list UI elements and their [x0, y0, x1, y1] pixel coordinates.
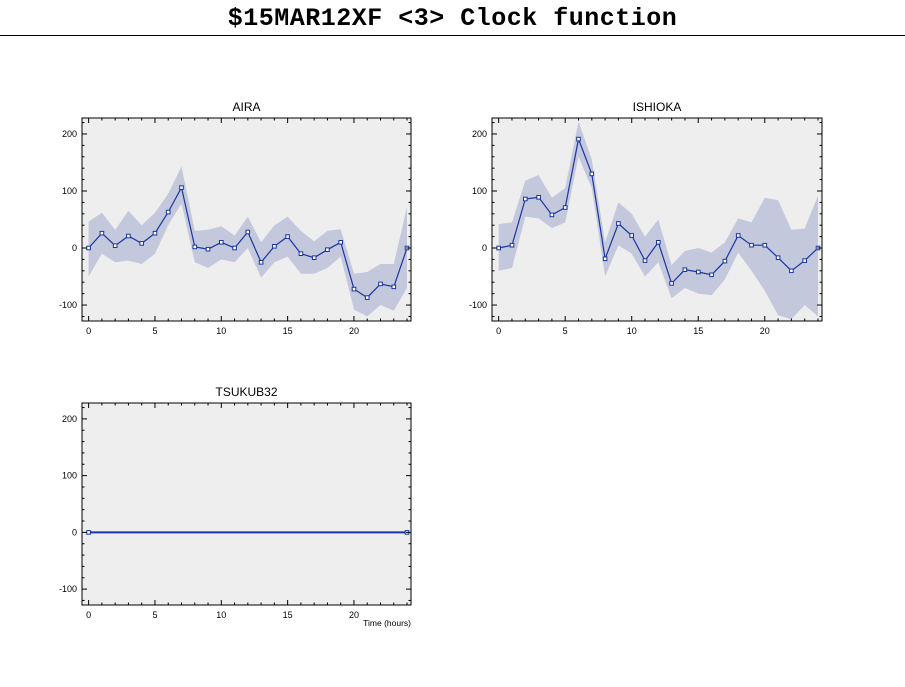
data-point: [642, 258, 648, 263]
page-title: $15MAR12XF <3> Clock function: [227, 4, 678, 33]
x-tick-label: 5: [152, 326, 157, 336]
panel-title: TSUKUB32: [215, 385, 277, 399]
data-point: [496, 245, 501, 251]
data-point: [576, 136, 581, 142]
data-point: [258, 260, 264, 265]
y-tick-label: 100: [62, 186, 77, 196]
data-point: [589, 171, 595, 177]
data-point: [722, 258, 728, 264]
x-tick-label: 0: [86, 326, 91, 336]
panel-title: AIRA: [232, 100, 260, 114]
x-tick-label: 15: [283, 610, 293, 620]
panel-tsukub32: 0 5 10 15 20 -100 0 100 200 TSUKUB32 Time (hours): [59, 385, 412, 628]
x-tick-label: 0: [496, 326, 501, 336]
data-point: [179, 185, 184, 190]
x-tick-label: 15: [283, 326, 293, 336]
data-point: [165, 209, 171, 215]
data-point: [86, 245, 91, 251]
y-tick-label: 0: [72, 243, 77, 253]
data-point: [126, 233, 131, 239]
data-point: [205, 246, 211, 252]
data-point: [351, 286, 357, 292]
data-point: [789, 268, 794, 274]
data-point: [536, 195, 541, 200]
y-tick-label: 0: [482, 243, 487, 253]
data-point: [364, 295, 370, 300]
uncertainty-band: [498, 121, 818, 320]
y-tick-label: 100: [62, 471, 77, 481]
y-tick-label: 200: [62, 414, 77, 424]
data-point: [682, 267, 688, 272]
data-point: [509, 242, 515, 248]
x-tick-label: 10: [216, 610, 226, 620]
data-point: [378, 281, 383, 287]
data-point: [735, 233, 741, 238]
x-tick-label: 20: [349, 610, 359, 620]
data-point: [749, 242, 754, 248]
title-rule: [0, 35, 905, 36]
uncertainty-band: [88, 166, 407, 317]
x-tick-label: 5: [152, 610, 157, 620]
data-point: [152, 230, 158, 236]
data-point: [139, 241, 144, 246]
y-tick-label: 200: [472, 129, 487, 139]
data-point: [616, 221, 621, 226]
data-point: [549, 212, 555, 218]
data-point: [523, 196, 528, 202]
data-point: [656, 240, 661, 245]
data-point: [192, 244, 198, 250]
x-tick-label: 0: [86, 610, 91, 620]
y-tick-label: -100: [469, 300, 487, 310]
data-point: [245, 229, 251, 235]
data-point: [311, 255, 317, 260]
data-point: [562, 205, 568, 210]
y-tick-label: -100: [59, 584, 77, 594]
x-tick-label: 5: [563, 326, 568, 336]
data-point: [325, 247, 330, 252]
panel-title: ISHIOKA: [633, 100, 682, 114]
plot-frame: [81, 117, 412, 322]
data-point: [602, 256, 608, 262]
y-tick-label: -100: [59, 300, 77, 310]
data-point: [272, 244, 277, 249]
x-axis-label: Time (hours): [363, 618, 411, 628]
x-tick-label: 20: [760, 326, 770, 336]
data-point: [112, 243, 118, 248]
x-tick-label: 20: [349, 326, 359, 336]
data-point: [99, 230, 105, 236]
panel-aira: 0 5 10 15 20 -100 0 100 200 AIRA: [59, 100, 412, 336]
data-point: [696, 269, 701, 275]
data-point: [762, 242, 768, 248]
data-point: [86, 530, 91, 535]
x-tick-label: 10: [627, 326, 637, 336]
plot-background: [82, 403, 411, 605]
y-tick-label: 0: [72, 527, 77, 537]
x-tick-label: 15: [693, 326, 703, 336]
x-tick-label: 10: [216, 326, 226, 336]
plot-frame: [81, 402, 412, 606]
data-point: [232, 245, 237, 251]
data-point: [285, 234, 290, 239]
data-point: [391, 284, 397, 290]
y-tick-label: 100: [472, 186, 487, 196]
panel-ishioka: 0 5 10 15 20 -100 0 100 200 ISHIOKA: [469, 100, 823, 336]
data-point: [669, 281, 674, 286]
data-point: [338, 240, 343, 245]
plot-frame: [491, 117, 823, 322]
y-tick-label: 200: [62, 129, 77, 139]
data-point: [298, 251, 304, 256]
data-point: [629, 233, 635, 238]
data-point: [802, 258, 808, 263]
data-point: [775, 255, 781, 260]
data-point: [709, 272, 714, 278]
data-point: [219, 240, 224, 245]
